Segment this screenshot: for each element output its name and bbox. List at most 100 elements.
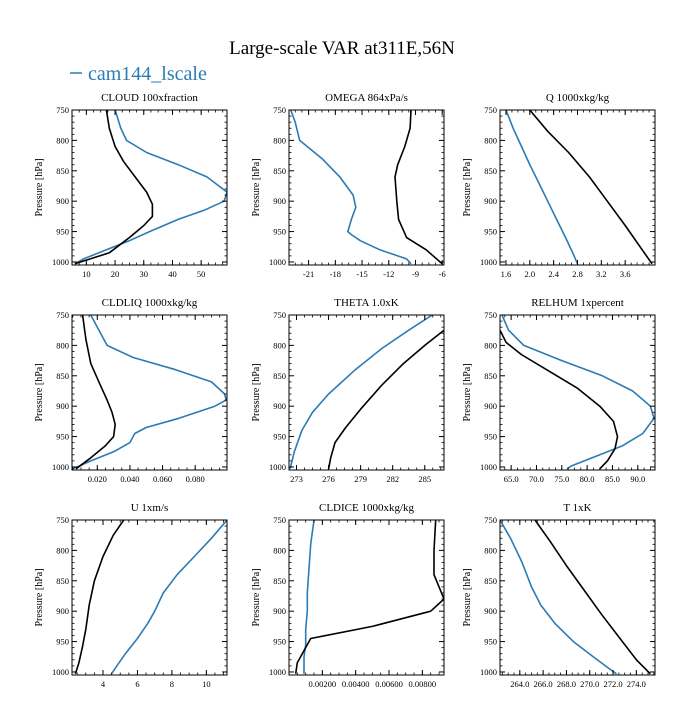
y-tick-label: 850 [56, 371, 69, 381]
plot-frame [288, 519, 445, 676]
y-tick-label: 800 [56, 340, 69, 350]
y-tick-label: 950 [273, 637, 286, 647]
y-tick-label: 1000 [269, 667, 286, 677]
panel-3: CLDLIQ 1000xkg/kg Pressure [hPa] 750 800 850… [34, 297, 228, 484]
x-tick-label: 0.040 [120, 474, 139, 484]
series-line-reference [327, 329, 444, 469]
series-line-reference [74, 520, 125, 675]
panel-title: T 1xK [563, 502, 591, 514]
panel-4: THETA 1.0xK Pressure [hPa] 750 800 850 900 950… [251, 297, 445, 484]
y-tick-label: 900 [273, 606, 286, 616]
panel-0: CLOUD 100xfraction Pressure [hPa] 750 800 85… [34, 92, 228, 279]
panel-2: Q 1000xkg/kg Pressure [hPa] 750 800 850 900 95… [462, 92, 656, 279]
panel-title: OMEGA 864xPa/s [325, 92, 408, 104]
y-tick-label: 1000 [480, 462, 497, 472]
y-tick-label: 900 [484, 606, 497, 616]
x-tick-label: 4 [101, 679, 106, 689]
y-tick-label: 900 [56, 606, 69, 616]
series-line-model [303, 520, 315, 674]
panel-title: THETA 1.0xK [334, 297, 399, 309]
plot-frame [499, 314, 656, 471]
x-tick-label: 70.0 [529, 474, 544, 484]
panel-7: CLDICE 1000xkg/kg Pressure [hPa] 750 800 850… [251, 502, 445, 689]
y-tick-label: 950 [484, 637, 497, 647]
legend-label: cam144_lscale [88, 63, 207, 85]
y-tick-label: 1000 [269, 257, 286, 267]
y-axis-label: Pressure [hPa] [34, 568, 45, 626]
x-tick-label: 273 [290, 474, 303, 484]
x-tick-label: 272.0 [603, 679, 622, 689]
x-tick-label: -18 [330, 269, 341, 279]
x-tick-label: 50 [197, 269, 206, 279]
y-tick-label: 750 [273, 105, 286, 115]
x-tick-label: 3.6 [620, 269, 631, 279]
x-tick-label: -9 [412, 269, 419, 279]
series-line-model [110, 520, 227, 675]
y-tick-label: 900 [56, 196, 69, 206]
y-tick-label: 800 [56, 135, 69, 145]
panel-title: RELHUM 1xpercent [531, 297, 624, 309]
x-tick-label: 282 [386, 474, 399, 484]
x-tick-label: 1.6 [501, 269, 512, 279]
y-tick-label: 750 [56, 515, 69, 525]
plot-frame [499, 519, 656, 676]
series-line-model [289, 315, 433, 469]
series-line-reference [534, 520, 651, 675]
y-tick-label: 750 [56, 310, 69, 320]
x-tick-label: 85.0 [605, 474, 620, 484]
x-tick-label: 3.2 [596, 269, 607, 279]
x-tick-label: 270.0 [580, 679, 599, 689]
x-tick-label: 6 [135, 679, 139, 689]
x-tick-label: 2.0 [524, 269, 535, 279]
x-tick-label: 285 [418, 474, 431, 484]
y-tick-label: 750 [273, 515, 286, 525]
panel-1: OMEGA 864xPa/s Pressure [hPa] 750 800 850 900… [251, 92, 446, 279]
y-tick-label: 800 [273, 135, 286, 145]
x-tick-label: 276 [322, 474, 335, 484]
x-tick-label: 0.00400 [342, 679, 370, 689]
plot-frame [71, 109, 228, 266]
x-tick-label: 10 [82, 269, 91, 279]
y-tick-label: 750 [484, 310, 497, 320]
y-tick-label: 900 [484, 401, 497, 411]
y-tick-label: 850 [56, 166, 69, 176]
y-tick-label: 800 [484, 545, 497, 555]
x-tick-label: 30 [140, 269, 149, 279]
y-axis-label: Pressure [hPa] [251, 363, 262, 421]
series-line-reference [529, 110, 653, 265]
series-line-model [290, 110, 412, 265]
y-tick-label: 900 [484, 196, 497, 206]
panel-6: U 1xm/s Pressure [hPa] 750 800 850 900 950 1000… [34, 502, 228, 689]
x-tick-label: 274.0 [627, 679, 646, 689]
y-tick-label: 950 [56, 227, 69, 237]
x-tick-label: 0.00800 [409, 679, 437, 689]
y-tick-label: 800 [484, 135, 497, 145]
x-tick-label: 75.0 [554, 474, 569, 484]
y-axis-label: Pressure [hPa] [462, 568, 473, 626]
y-tick-label: 950 [273, 227, 286, 237]
y-tick-label: 950 [484, 432, 497, 442]
panel-title: U 1xm/s [131, 502, 169, 514]
y-tick-label: 750 [484, 105, 497, 115]
series-line-model [74, 110, 227, 265]
y-tick-label: 800 [273, 340, 286, 350]
panel-title: CLDICE 1000xkg/kg [319, 502, 415, 514]
x-tick-label: 90.0 [630, 474, 645, 484]
series-line-model [500, 520, 617, 675]
x-tick-label: 0.00600 [375, 679, 403, 689]
x-tick-label: 266.0 [534, 679, 553, 689]
y-axis-label: Pressure [hPa] [462, 363, 473, 421]
y-tick-label: 750 [484, 515, 497, 525]
y-tick-label: 900 [273, 401, 286, 411]
y-tick-label: 1000 [269, 462, 286, 472]
plot-frame [71, 314, 228, 471]
y-tick-label: 750 [56, 105, 69, 115]
y-axis-label: Pressure [hPa] [34, 363, 45, 421]
y-tick-label: 950 [56, 637, 69, 647]
plot-frame [288, 314, 445, 471]
y-tick-label: 850 [484, 576, 497, 586]
y-tick-label: 800 [56, 545, 69, 555]
y-tick-label: 800 [484, 340, 497, 350]
y-tick-label: 750 [273, 310, 286, 320]
